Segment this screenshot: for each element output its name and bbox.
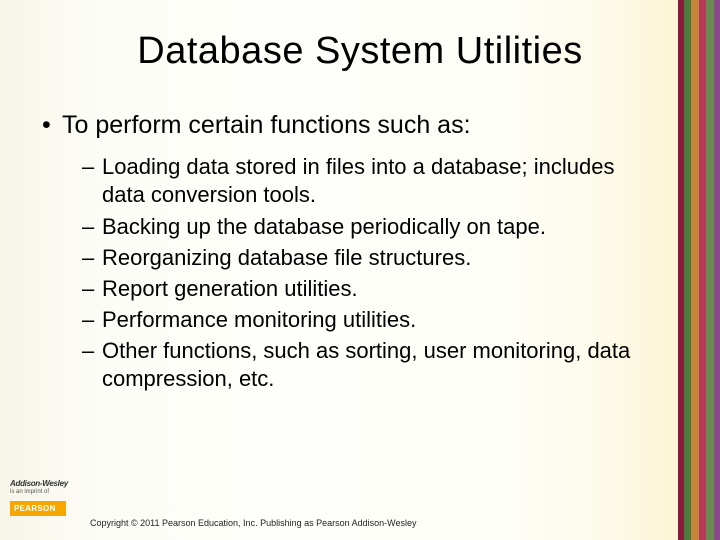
bar-2 (691, 0, 699, 540)
bullet-lvl2-2: Reorganizing database file structures. (82, 244, 642, 272)
publisher-logo: Addison-Wesley is an imprint of PEARSON (10, 479, 80, 516)
bullet-lvl2-5: Other functions, such as sorting, user m… (82, 337, 642, 393)
sub-bullets: Loading data stored in files into a data… (42, 153, 642, 393)
bullet-lvl2-4: Performance monitoring utilities. (82, 306, 642, 334)
copyright-text: Copyright © 2011 Pearson Education, Inc.… (90, 518, 417, 528)
bar-3 (699, 0, 706, 540)
slide-body: To perform certain functions such as: Lo… (42, 110, 642, 397)
bullet-lvl2-0: Loading data stored in files into a data… (82, 153, 642, 209)
bullet-lvl2-1: Backing up the database periodically on … (82, 213, 642, 241)
pearson-badge: PEARSON (10, 501, 66, 516)
slide-title: Database System Utilities (0, 30, 720, 73)
bar-1 (684, 0, 691, 540)
decor-bars (678, 0, 720, 540)
bullet-lvl2-3: Report generation utilities. (82, 275, 642, 303)
addison-wesley-label: Addison-Wesley (10, 479, 80, 488)
bar-5 (714, 0, 720, 540)
bar-4 (706, 0, 714, 540)
imprint-label: is an imprint of (10, 489, 80, 495)
slide-container: Database System Utilities To perform cer… (0, 0, 720, 540)
bullet-lvl1: To perform certain functions such as: (42, 110, 642, 141)
